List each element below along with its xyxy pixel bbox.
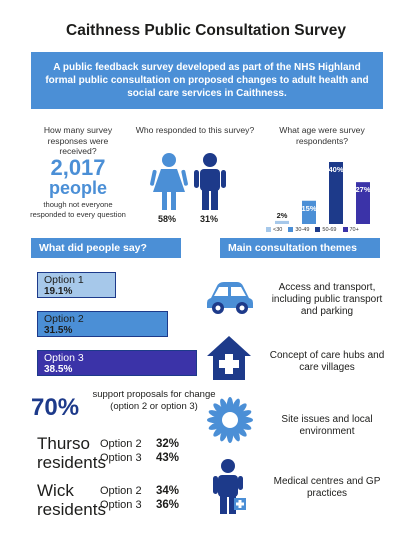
age-bar-1 [302,200,316,224]
flower-petal [213,423,227,437]
theme-care-hubs: Concept of care hubs and care villages [269,350,385,373]
say-heading: What did people say? [31,238,181,258]
legend-swatch-3 [342,227,348,233]
legend-item-3: 70+ [342,227,359,233]
support-pct: 70% [31,394,80,421]
flower-petal [233,403,247,417]
wick-value-a: 34% [156,485,180,497]
option-2-value: 31.5% [44,325,73,336]
wick-region: Wick residents [37,481,106,519]
thurso-name-line2: residents [37,453,106,472]
flower-petal [233,423,247,437]
theme-access-transport: Access and transport, including public t… [271,282,383,317]
age-bar-2 [329,162,343,224]
doctor-icon [213,459,246,514]
respondents-question: Who responded to this survey? [135,125,255,135]
age-bar-label-2: 40% [328,165,343,174]
age-bar-label-0: 2% [277,211,288,220]
support-text: support proposals for change (option 2 o… [92,389,216,412]
intro-banner: A public feedback survey developed as pa… [31,52,383,109]
wick-option-a: Option 2 [100,485,142,497]
legend-label-0: <30 [273,227,283,233]
wick-option-b: Option 3 [100,499,142,511]
age-bar-chart: 2% 15% 40% 27% [275,162,371,224]
thurso-option-a: Option 2 [100,438,142,450]
wick-value-b: 36% [156,499,180,511]
option-1-label: Option 1 [44,274,84,286]
flower-icon [207,397,253,443]
age-bar-0 [275,220,289,224]
male-figure-icon [194,153,226,210]
option-3-label: Option 3 [44,352,84,364]
flower-petal [213,403,227,417]
responses-unit: people [48,178,107,198]
responses-number: 2,017 [50,155,106,180]
thurso-value-b: 43% [156,452,180,464]
responses-question: How many survey responses were received? [43,125,113,156]
wick-name-line1: Wick [37,481,74,500]
legend-item-0: <30 [266,227,282,233]
legend-item-2: 50-69 [315,227,337,233]
legend-label-3: 70+ [349,227,359,233]
legend-item-1: 30-49 [288,227,309,233]
flower-petal [230,398,240,416]
responses-note: though not everyone responded to every q… [30,200,126,219]
theme-medical-centres: Medical centres and GP practices [273,476,381,499]
theme-site-issues: Site issues and local environment [281,414,373,437]
option-3-bar: Option 3 38.5% [37,350,197,376]
age-bar-label-1: 15% [301,204,316,213]
wick-name-line2: residents [37,500,106,519]
legend-label-2: 50-69 [322,227,337,233]
age-chart-title: What age were survey respondents? [279,125,365,146]
age-bar-3 [356,182,370,224]
male-pct: 31% [200,214,219,224]
age-chart-legend: <30 30-49 50-69 70+ [266,227,359,233]
themes-heading: Main consultation themes [220,238,380,258]
flower-petal [220,398,230,416]
thurso-name-line1: Thurso [37,434,90,453]
flower-petal [234,420,252,430]
flower-petal [208,410,226,420]
option-1-bar: Option 1 19.1% [37,272,116,298]
flower-petal [230,424,240,442]
female-pct: 58% [158,214,177,224]
car-icon [207,282,253,314]
house-cross-icon [207,336,251,380]
thurso-value-a: 32% [156,438,180,450]
age-bar-label-3: 27% [355,185,370,194]
legend-label-1: 30-49 [295,227,310,233]
female-figure-icon [150,153,188,210]
page-title: Caithness Public Consultation Survey [66,22,346,39]
option-2-bar: Option 2 31.5% [37,311,168,337]
legend-swatch-0 [266,227,271,233]
thurso-region: Thurso residents [37,434,106,472]
flower-petal [220,424,230,442]
legend-swatch-1 [288,227,294,233]
flower-petal [234,410,252,420]
legend-swatch-2 [315,227,321,233]
option-1-value: 19.1% [44,286,73,297]
thurso-option-b: Option 3 [100,452,142,464]
option-2-label: Option 2 [44,313,84,325]
flower-petal [208,420,226,430]
intro-text: A public feedback survey developed as pa… [45,62,369,99]
option-3-value: 38.5% [44,364,73,375]
